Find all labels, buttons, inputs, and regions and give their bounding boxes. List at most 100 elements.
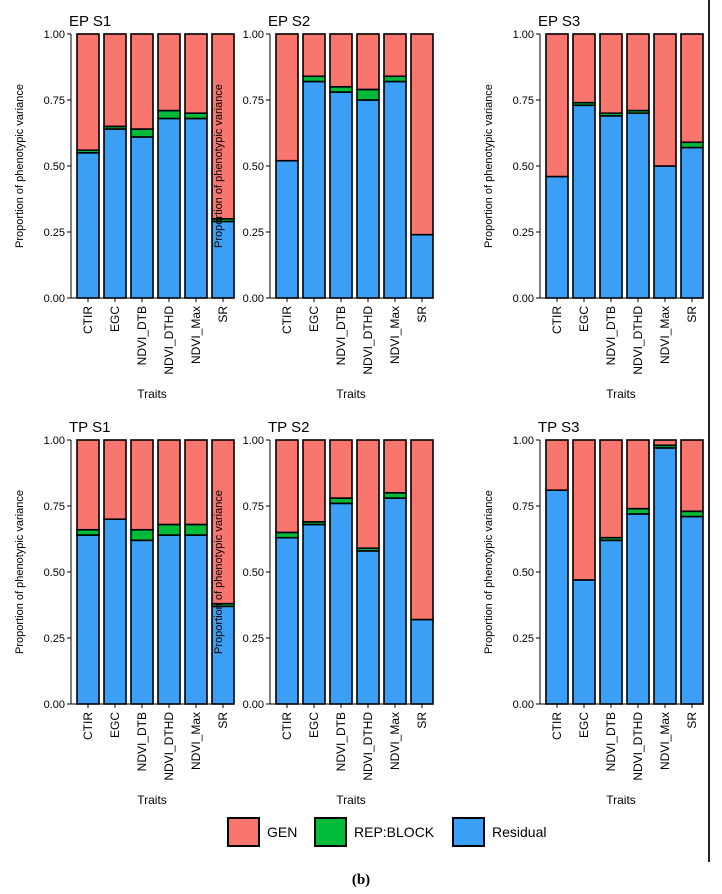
- panel-tp-s2-bar-sr-gen: [410, 439, 434, 621]
- panel-tp-s1-title: TP S1: [69, 419, 110, 436]
- panel-tp-s1-ytick-label: 1.00: [44, 435, 65, 447]
- panel-ep-s2-bar-sr-gen: [410, 33, 434, 236]
- panel-tp-s2-title: TP S2: [268, 419, 309, 436]
- panel-tp-s3-bar-egc-gen: [572, 439, 596, 581]
- panel-ep-s2-ytick-label: 1.00: [243, 29, 264, 41]
- panel-ep-s3-bar-ndvi_dthd-residual: [626, 112, 650, 299]
- panel-tp-s1-bar-ctir-residual: [76, 534, 100, 705]
- panel-tp-s2-xlabel: Traits: [336, 793, 366, 807]
- panel-tp-s1-bar-ndvi_max-residual: [184, 534, 208, 705]
- panel-ep-s2-bar-ndvi_dthd-rep-block: [356, 88, 380, 101]
- panel-tp-s2-ytick-label: 0.00: [243, 699, 264, 711]
- panel-ep-s1-bar-egc-residual: [103, 128, 127, 299]
- panel-tp-s1-bar-ndvi_max-gen: [184, 439, 208, 526]
- panel-ep-s2-bar-ndvi_dtb-gen: [329, 33, 353, 88]
- panel-ep-s2-ylabel: Proportion of phenotypic variance: [213, 84, 225, 248]
- panel-tp-s3-bar-ctir-gen: [545, 439, 569, 491]
- panel-ep-s2-bar-egc-residual: [302, 80, 326, 299]
- panel-ep-s1-xtick-label: SR: [216, 306, 230, 323]
- panel-ep-s1-ytick-label: 0.00: [44, 293, 65, 305]
- panel-tp-s2-bar-sr-residual: [410, 618, 434, 705]
- panel-tp-s2-bar-ndvi_max-gen: [383, 439, 407, 494]
- panel-tp-s3-title: TP S3: [538, 419, 579, 436]
- panel-ep-s1-xtick-label: NDVI_DTHD: [162, 306, 176, 375]
- panel-tp-s2-ytick-label: 0.25: [243, 633, 264, 645]
- panel-tp-s1-bar-ndvi_dtb-gen: [130, 439, 154, 531]
- panel-ep-s3-xtick-label: SR: [685, 306, 699, 323]
- panel-ep-s3-title: EP S3: [538, 13, 580, 30]
- panel-ep-s2-xlabel: Traits: [336, 387, 366, 401]
- panel-tp-s3-xtick-label: CTIR: [550, 712, 564, 740]
- panel-ep-s2-title: EP S2: [268, 13, 310, 30]
- panel-ep-s1-ytick-label: 0.75: [44, 95, 65, 107]
- panel-tp-s3-xtick-label: NDVI_Max: [658, 712, 672, 770]
- legend-label-rep: REP:BLOCK: [354, 824, 435, 840]
- panel-ep-s1-bar-ctir-residual: [76, 152, 100, 299]
- panel-ep-s3-bar-sr-gen: [680, 33, 704, 144]
- panel-ep-s1-xlabel: Traits: [137, 387, 167, 401]
- panel-tp-s3-bar-sr-residual: [680, 515, 704, 705]
- panel-tp-s1-xtick-label: CTIR: [81, 712, 95, 740]
- panel-ep-s2-bar-ndvi_dthd-residual: [356, 99, 380, 299]
- panel-ep-s1-bar-ndvi_dtb-gen: [130, 33, 154, 130]
- panel-ep-s2-bar-ndvi_max-gen: [383, 33, 407, 78]
- panel-ep-s2-xtick-label: NDVI_Max: [388, 306, 402, 364]
- panel-tp-s1-bar-ndvi_dthd-residual: [157, 534, 181, 705]
- panel-tp-s2-bar-ndvi_dthd-gen: [356, 439, 380, 550]
- panel-tp-s2-xtick-label: NDVI_Max: [388, 712, 402, 770]
- panel-tp-s1-xtick-label: EGC: [108, 712, 122, 738]
- legend-label-gen: GEN: [267, 824, 297, 840]
- panel-tp-s3-ytick-label: 0.75: [513, 501, 534, 513]
- panel-ep-s1-bar-ndvi_max-gen: [184, 33, 208, 114]
- panel-tp-s1-bar-ndvi_dthd-gen: [157, 439, 181, 526]
- panel-ep-s3-ytick-label: 0.50: [513, 161, 534, 173]
- panel-ep-s3-ytick-label: 0.00: [513, 293, 534, 305]
- panel-ep-s1-bar-egc-gen: [103, 33, 127, 128]
- panel-tp-s3-bar-egc-residual: [572, 579, 596, 705]
- panel-tp-s1-xtick-label: NDVI_DTB: [135, 712, 149, 771]
- panel-ep-s2-xtick-label: SR: [415, 306, 429, 323]
- panel-ep-s2-bar-ctir-gen: [275, 33, 299, 162]
- panel-tp-s2-ytick-label: 0.50: [243, 567, 264, 579]
- panel-ep-s3-bar-ndvi_max-residual: [653, 165, 677, 299]
- figure-caption: (b): [351, 872, 371, 888]
- panel-ep-s3-bar-ctir-residual: [545, 175, 569, 299]
- panel-ep-s1-bar-ndvi_dthd-rep-block: [157, 109, 181, 120]
- panel-tp-s1-ytick-label: 0.25: [44, 633, 65, 645]
- panel-tp-s1-bar-ndvi_dthd-rep-block: [157, 523, 181, 536]
- panel-tp-s1-bar-ndvi_max-rep-block: [184, 523, 208, 536]
- panel-ep-s2-xtick-label: CTIR: [280, 306, 294, 334]
- panel-ep-s2-ytick-label: 0.00: [243, 293, 264, 305]
- panel-ep-s2-bar-ndvi_dthd-gen: [356, 33, 380, 91]
- panel-ep-s2-ytick-label: 0.50: [243, 161, 264, 173]
- panel-tp-s2-bar-egc-gen: [302, 439, 326, 523]
- panel-ep-s3-bar-ndvi_dthd-gen: [626, 33, 650, 112]
- figure-right-border: [708, 0, 710, 862]
- panel-tp-s1-xlabel: Traits: [137, 793, 167, 807]
- panel-tp-s2-xtick-label: CTIR: [280, 712, 294, 740]
- panel-tp-s2-bar-ndvi_dtb-residual: [329, 502, 353, 705]
- panel-tp-s3-bar-ndvi_max-gen: [653, 439, 677, 447]
- panel-ep-s1-ytick-label: 1.00: [44, 29, 65, 41]
- panel-tp-s2-xtick-label: SR: [415, 712, 429, 729]
- panel-ep-s1-ylabel: Proportion of phenotypic variance: [14, 84, 26, 248]
- panel-tp-s2-bar-ndvi_max-residual: [383, 497, 407, 705]
- panel-tp-s2-ytick-label: 1.00: [243, 435, 264, 447]
- panel-tp-s3-xlabel: Traits: [606, 793, 636, 807]
- panel-tp-s1-ytick-label: 0.75: [44, 501, 65, 513]
- panel-tp-s1-bar-ctir-gen: [76, 439, 100, 531]
- panel-tp-s1-bar-egc-gen: [103, 439, 127, 520]
- panel-ep-s3-bar-ndvi_dtb-residual: [599, 115, 623, 299]
- panel-ep-s2-bar-sr-residual: [410, 233, 434, 299]
- panel-tp-s2-bar-ctir-gen: [275, 439, 299, 534]
- panel-ep-s3-xtick-label: NDVI_DTB: [604, 306, 618, 365]
- panel-ep-s2-bar-ndvi_dtb-residual: [329, 91, 353, 299]
- panel-ep-s2-ytick-label: 0.75: [243, 95, 264, 107]
- panel-tp-s1-bar-ndvi_dtb-residual: [130, 539, 154, 705]
- panel-tp-s2-xtick-label: EGC: [307, 712, 321, 738]
- panel-ep-s1-xtick-label: NDVI_Max: [189, 306, 203, 364]
- panel-ep-s2-bar-egc-gen: [302, 33, 326, 78]
- panel-tp-s2-bar-ndvi_dtb-gen: [329, 439, 353, 499]
- panel-ep-s3-ylabel: Proportion of phenotypic variance: [483, 84, 495, 248]
